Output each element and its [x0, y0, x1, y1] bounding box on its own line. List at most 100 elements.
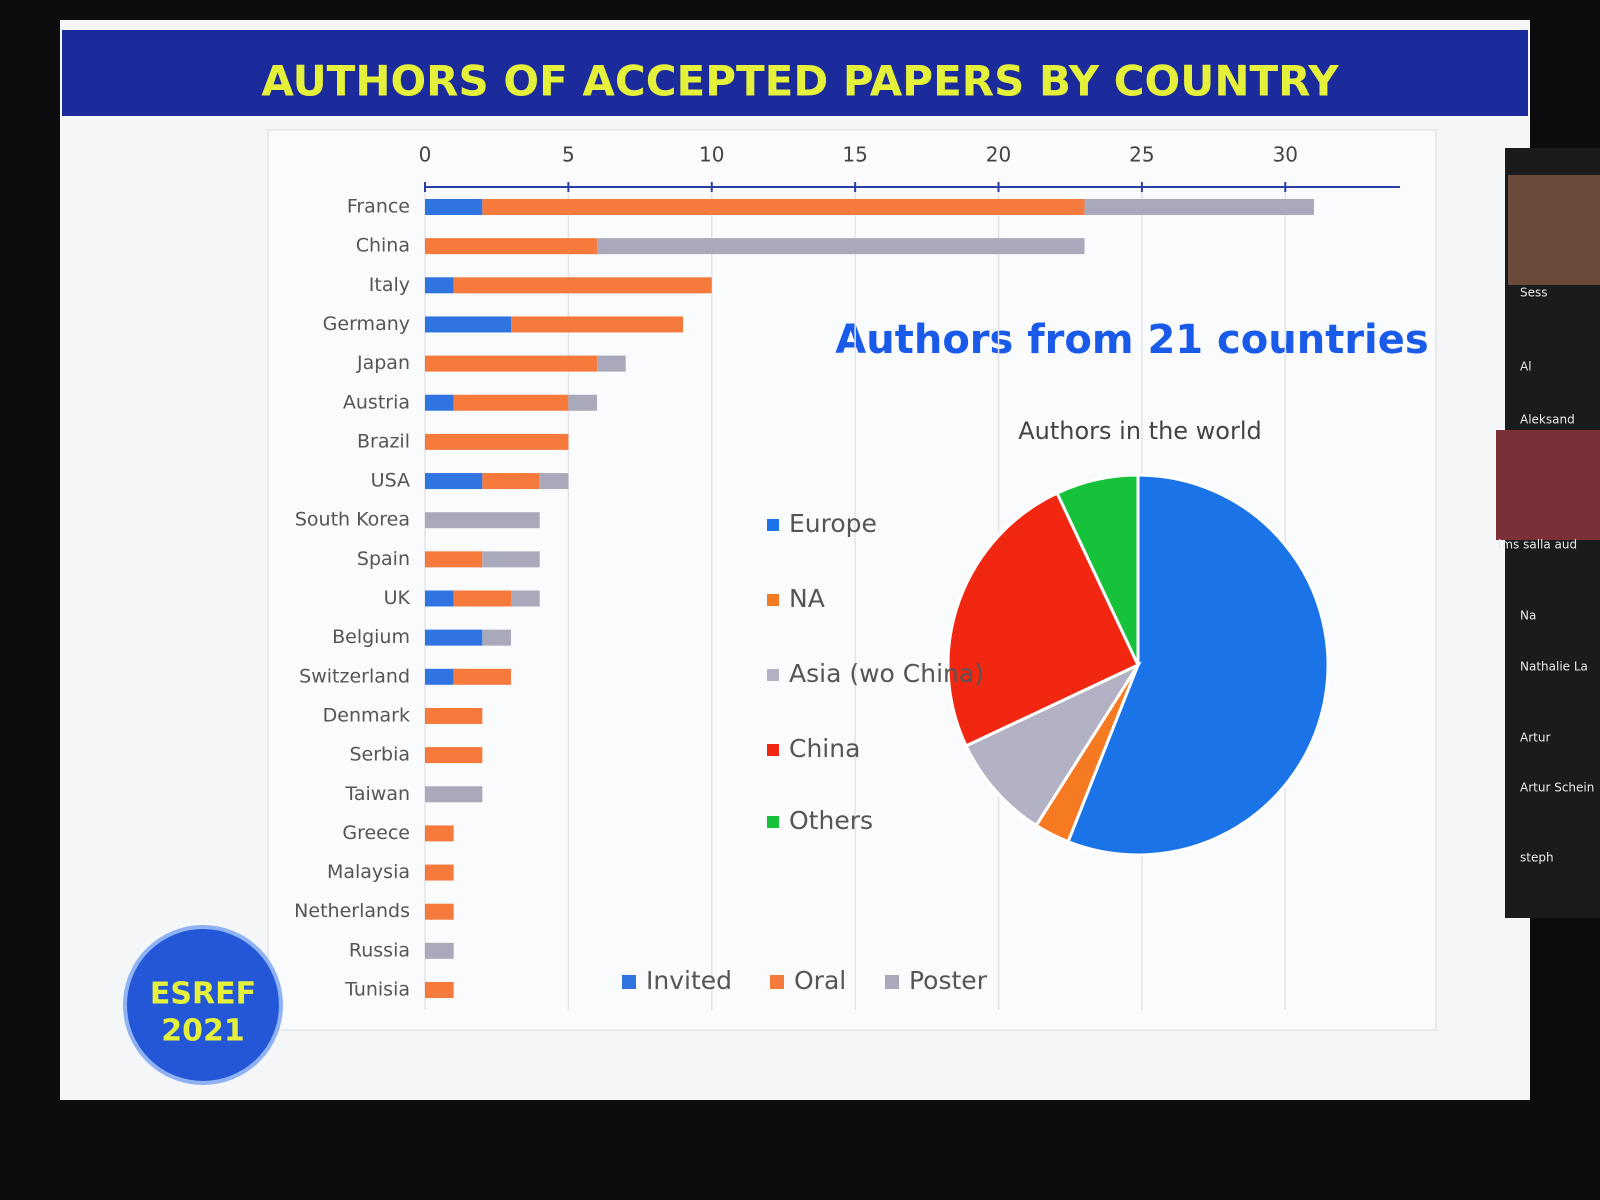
y-tick-label: Netherlands — [294, 900, 410, 922]
participant-name: Artur — [1520, 731, 1550, 745]
legend-label: NA — [789, 584, 825, 613]
y-tick-label: Japan — [356, 352, 410, 374]
pie-slice — [964, 661, 1143, 828]
participant-name: ims salla aud — [1498, 538, 1577, 552]
bar-segment — [425, 277, 454, 294]
pie-slice — [1066, 473, 1330, 857]
y-tick-label: Brazil — [357, 430, 410, 452]
y-tick-label: Taiwan — [344, 783, 410, 805]
bar-segment — [453, 394, 569, 411]
y-tick-label: USA — [371, 470, 410, 492]
pie-slice — [946, 491, 1140, 748]
x-tick-label: 20 — [986, 143, 1011, 167]
legend-label: Poster — [909, 966, 988, 995]
participant-name: Al — [1520, 360, 1532, 374]
y-tick-label: Germany — [323, 313, 410, 335]
bar-segment — [425, 590, 454, 607]
bar-segment — [425, 864, 454, 881]
bar-segment — [597, 355, 626, 372]
slide-title: AUTHORS OF ACCEPTED PAPERS BY COUNTRY — [261, 57, 1339, 106]
y-tick-label: Tunisia — [344, 979, 410, 1001]
bar-segment — [511, 316, 684, 333]
legend-swatch — [770, 975, 784, 989]
participant-name: Nathalie La — [1520, 660, 1588, 674]
bar-segment — [425, 747, 483, 764]
y-tick-label: Greece — [342, 822, 410, 844]
y-tick-label: Italy — [369, 274, 410, 296]
bar-segment — [425, 433, 569, 450]
x-tick-label: 0 — [419, 143, 432, 167]
title-bar — [62, 30, 1528, 116]
x-tick-label: 15 — [842, 143, 867, 167]
bar-segment — [425, 707, 483, 724]
bar-segment — [453, 590, 512, 607]
legend-swatch — [622, 975, 636, 989]
pie-slice — [1055, 473, 1140, 666]
y-tick-label: Serbia — [349, 744, 410, 766]
x-tick-label: 25 — [1129, 143, 1154, 167]
legend-swatch — [767, 594, 779, 606]
y-tick-label: Russia — [349, 939, 410, 961]
legend-label: Others — [789, 806, 873, 835]
bar-segment — [425, 394, 454, 411]
y-tick-label: China — [356, 235, 410, 257]
bar-segment — [453, 277, 712, 294]
legend-label: Invited — [646, 966, 732, 995]
bar-segment — [482, 199, 1085, 215]
y-tick-label: France — [347, 196, 410, 218]
x-tick-label: 5 — [562, 143, 575, 167]
y-tick-label: Switzerland — [299, 665, 410, 687]
bar-segment — [482, 473, 540, 490]
bar-segment — [425, 982, 454, 998]
logo — [123, 925, 283, 1085]
bar-segment — [425, 629, 483, 646]
y-tick-label: Austria — [343, 391, 410, 413]
legend-label: Asia (wo China) — [789, 659, 984, 688]
bar-segment — [482, 551, 540, 568]
legend-swatch — [767, 519, 779, 531]
participant-name: Aleksand — [1520, 413, 1575, 427]
bar-segment — [425, 473, 483, 490]
y-tick-label: South Korea — [295, 509, 410, 531]
participant-name: Na — [1520, 609, 1536, 623]
bar-segment — [482, 629, 512, 646]
bar-segment — [597, 238, 1085, 255]
bar-segment — [425, 786, 483, 803]
bar-segment — [511, 590, 540, 607]
legend-label: Oral — [794, 966, 846, 995]
bar-segment — [568, 394, 598, 411]
bar-segment — [425, 355, 598, 372]
legend-swatch — [767, 744, 779, 756]
bar-segment — [425, 316, 512, 333]
y-tick-label: UK — [384, 587, 411, 609]
pie-title: Authors in the world — [1018, 417, 1262, 445]
bar-segment — [425, 903, 454, 920]
participant-name: steph — [1520, 851, 1554, 865]
legend-swatch — [885, 975, 899, 989]
bar-segment — [425, 825, 454, 842]
legend-label: China — [789, 734, 860, 763]
legend-label: Europe — [789, 509, 877, 538]
y-tick-label: Spain — [357, 548, 410, 570]
bar-segment — [425, 942, 454, 959]
bar-segment — [425, 199, 483, 215]
x-tick-label: 30 — [1273, 143, 1298, 167]
bar-segment — [425, 238, 598, 255]
participant-name: Sess — [1520, 286, 1548, 300]
video-thumbnail — [1508, 175, 1600, 285]
bar-segment — [425, 551, 483, 568]
participant-name: Artur Schein — [1520, 781, 1594, 795]
x-tick-label: 10 — [699, 143, 724, 167]
logo-text: ESREF — [150, 977, 256, 1012]
video-thumbnail — [1496, 430, 1600, 540]
y-tick-label: Denmark — [323, 704, 410, 726]
headline: Authors from 21 countries — [835, 317, 1428, 363]
bar-segment — [425, 512, 540, 529]
bar-segment — [539, 473, 569, 490]
y-tick-label: Malaysia — [327, 861, 410, 883]
logo-text: 2021 — [161, 1014, 245, 1049]
bar-segment — [425, 668, 454, 685]
y-tick-label: Belgium — [332, 626, 410, 648]
